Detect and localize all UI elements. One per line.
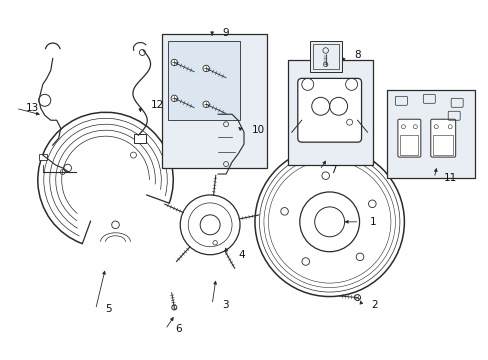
Bar bbox=[287, 60, 372, 165]
Text: 13: 13 bbox=[26, 103, 39, 113]
FancyBboxPatch shape bbox=[430, 119, 455, 157]
Circle shape bbox=[368, 200, 375, 208]
Bar bbox=[39, 154, 47, 160]
Bar bbox=[309, 41, 341, 72]
Text: 12: 12 bbox=[150, 100, 163, 110]
Bar bbox=[134, 134, 146, 143]
Text: 10: 10 bbox=[251, 125, 264, 135]
Bar bbox=[432, 135, 452, 154]
Circle shape bbox=[323, 62, 327, 67]
Text: 9: 9 bbox=[222, 28, 228, 37]
Bar bbox=[386, 90, 474, 178]
Circle shape bbox=[302, 258, 309, 265]
Bar bbox=[162, 33, 266, 168]
Circle shape bbox=[280, 208, 288, 215]
Text: 8: 8 bbox=[354, 50, 361, 60]
FancyBboxPatch shape bbox=[297, 78, 361, 142]
Circle shape bbox=[354, 294, 360, 301]
Text: 1: 1 bbox=[369, 217, 375, 227]
Text: 7: 7 bbox=[329, 165, 336, 175]
Text: 5: 5 bbox=[105, 305, 112, 315]
Bar bbox=[400, 135, 417, 154]
Circle shape bbox=[321, 172, 329, 180]
Text: 4: 4 bbox=[238, 250, 244, 260]
Bar bbox=[168, 41, 240, 120]
Circle shape bbox=[180, 195, 240, 255]
Text: 3: 3 bbox=[222, 300, 228, 310]
Text: 6: 6 bbox=[175, 324, 182, 334]
Text: 2: 2 bbox=[371, 300, 377, 310]
Circle shape bbox=[171, 95, 177, 102]
Bar bbox=[312, 44, 338, 69]
Circle shape bbox=[171, 305, 176, 310]
Circle shape bbox=[203, 101, 209, 108]
Circle shape bbox=[355, 253, 363, 261]
Circle shape bbox=[203, 65, 209, 72]
Text: 11: 11 bbox=[443, 173, 457, 183]
FancyBboxPatch shape bbox=[397, 119, 420, 157]
Circle shape bbox=[171, 59, 177, 66]
